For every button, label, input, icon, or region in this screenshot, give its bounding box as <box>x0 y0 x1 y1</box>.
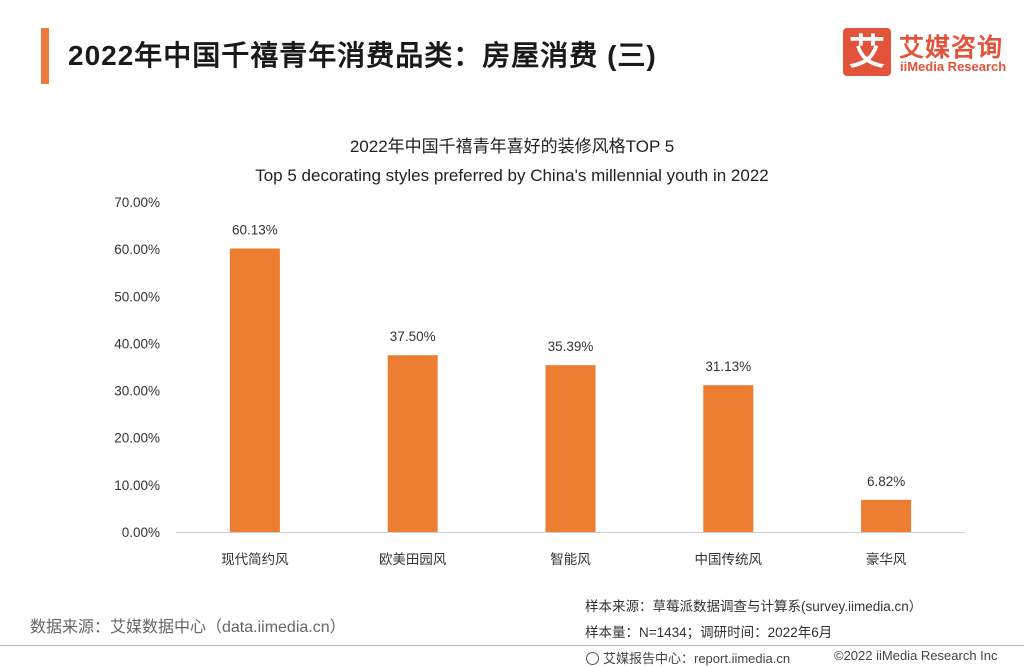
y-tick-label: 10.00% <box>114 478 160 493</box>
bar <box>861 499 912 532</box>
footer-divider <box>0 645 1024 646</box>
data-label: 37.50% <box>390 329 436 344</box>
x-tick-label: 现代简约风 <box>221 551 289 567</box>
data-source: 数据来源：艾媒数据中心（data.iimedia.cn） <box>30 619 346 636</box>
report-site: 艾媒报告中心：report.iimedia.cn <box>586 648 790 666</box>
y-tick-label: 0.00% <box>122 525 160 540</box>
sample-source: 样本来源：草莓派数据调查与计算系(survey.iimedia.cn） <box>585 599 923 614</box>
y-tick-label: 60.00% <box>114 242 160 257</box>
y-tick-label: 30.00% <box>114 384 160 399</box>
data-label: 6.82% <box>867 474 905 489</box>
logo-name-en: iiMedia Research <box>900 59 1007 74</box>
bar-chart: 0.00% 10.00% 20.00% 30.00% 40.00% 50.00% 60.00… <box>114 195 965 567</box>
y-tick-label: 70.00% <box>114 195 160 210</box>
y-tick-label: 20.00% <box>114 431 160 446</box>
title-accent-bar <box>41 28 49 84</box>
bar <box>229 248 280 532</box>
bar <box>545 365 596 532</box>
chart-title: 2022年中国千禧青年喜好的装修风格TOP 5 <box>349 137 675 156</box>
y-tick-label: 40.00% <box>114 336 160 351</box>
y-tick-label: 50.00% <box>114 289 160 304</box>
report-site-text: 艾媒报告中心：report.iimedia.cn <box>603 651 791 666</box>
bar <box>387 355 438 532</box>
globe-icon <box>586 652 599 665</box>
data-label: 31.13% <box>705 359 751 374</box>
x-tick-label: 欧美田园风 <box>379 552 447 567</box>
logo-name-cn: 艾媒咨询 <box>899 34 1004 62</box>
page-title: 2022年中国千禧青年消费品类：房屋消费 (三) <box>68 40 657 71</box>
sample-size: 样本量：N=1434；调研时间：2022年6月 <box>585 625 833 640</box>
x-tick-label: 智能风 <box>550 552 591 567</box>
chart-subtitle: Top 5 decorating styles preferred by Chi… <box>255 166 769 185</box>
data-label: 35.39% <box>548 339 594 354</box>
data-label: 60.13% <box>232 223 278 238</box>
logo-mark-icon: 艾 <box>843 28 891 76</box>
copyright: ©2022 iiMedia Research Inc <box>834 648 998 663</box>
bar <box>703 385 754 532</box>
x-tick-label: 中国传统风 <box>695 552 763 567</box>
x-tick-label: 豪华风 <box>866 552 907 567</box>
brand-logo: 艾 艾媒咨询 iiMedia Research <box>843 28 1013 78</box>
